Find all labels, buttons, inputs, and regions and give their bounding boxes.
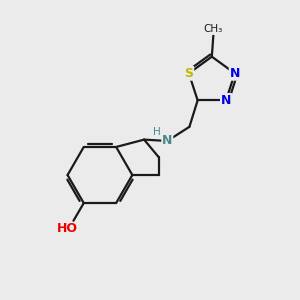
- Text: N: N: [230, 67, 240, 80]
- Text: N: N: [221, 94, 231, 107]
- Text: HO: HO: [56, 222, 77, 235]
- Text: H: H: [153, 127, 161, 136]
- Text: CH₃: CH₃: [204, 24, 223, 34]
- Text: N: N: [162, 134, 172, 148]
- Text: S: S: [184, 67, 194, 80]
